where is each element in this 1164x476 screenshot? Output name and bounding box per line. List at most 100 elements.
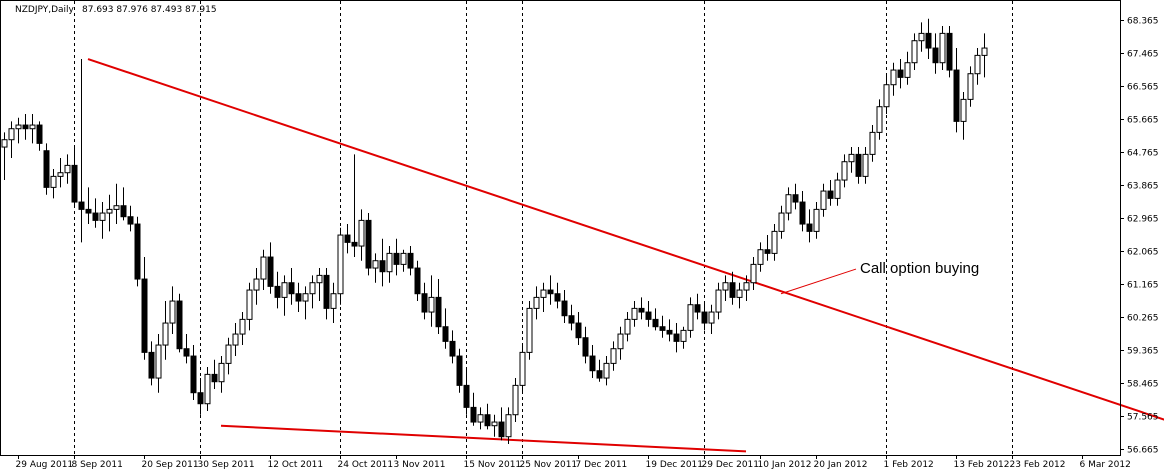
candle-body (785, 194, 792, 214)
annotation-layer: Call option buying (780, 260, 979, 295)
candle (183, 334, 190, 364)
candle (673, 323, 680, 353)
candle-body (288, 282, 295, 295)
candle (302, 286, 309, 320)
candle-body (750, 263, 757, 284)
candle-body (15, 124, 22, 130)
candle (99, 202, 106, 239)
candle (785, 187, 792, 221)
candle-body (127, 216, 134, 225)
candle (260, 249, 267, 291)
candle-body (197, 392, 204, 405)
candle-body (484, 414, 491, 427)
candle-body (603, 362, 610, 379)
y-tick-label: 62.965 (1127, 215, 1159, 225)
candle-body (666, 329, 673, 335)
candle-body (554, 293, 561, 302)
candle (855, 147, 862, 184)
y-tick-label: 67.465 (1127, 50, 1159, 60)
candle-body (169, 300, 176, 324)
candle-body (743, 282, 750, 291)
candle (778, 205, 785, 239)
x-tick-label: 24 Oct 2011 (338, 460, 394, 470)
candle (883, 73, 890, 115)
candle (141, 257, 148, 360)
candle (22, 114, 29, 140)
candle (624, 312, 631, 342)
candle (435, 279, 442, 335)
candle-body (680, 329, 687, 342)
x-tick-label: 20 Jan 2012 (814, 460, 868, 470)
candle-body (736, 289, 743, 298)
candle (442, 308, 449, 349)
candle (596, 359, 603, 382)
candle-body (645, 311, 652, 320)
candle (652, 308, 659, 331)
y-tick-label: 56.665 (1127, 446, 1159, 456)
candle-body (505, 414, 512, 438)
candle-body (631, 307, 638, 320)
candle-body (491, 421, 498, 427)
candle-body (260, 256, 267, 280)
candle (43, 143, 50, 195)
x-tick-label: 12 Oct 2011 (268, 460, 324, 470)
candle-body (337, 234, 344, 295)
candle (281, 275, 288, 316)
annotation-label: Call option buying (860, 260, 979, 277)
candle-body (71, 164, 78, 203)
candle (603, 356, 610, 386)
candle (694, 293, 701, 320)
candle-body (218, 362, 225, 383)
candle-body (449, 340, 456, 357)
candle (617, 326, 624, 360)
candle (554, 282, 561, 309)
candle (512, 378, 519, 423)
candle-body (365, 219, 372, 269)
candle-body (463, 384, 470, 408)
candle-body (428, 296, 435, 313)
candle-body (407, 252, 414, 269)
candle-body (162, 322, 169, 346)
candle (918, 22, 925, 52)
candle-body (904, 62, 911, 78)
candle (771, 224, 778, 261)
candle (309, 275, 316, 309)
candle (211, 359, 218, 390)
trendline (220, 424, 747, 453)
candle (939, 26, 946, 71)
candle (470, 392, 477, 426)
candle (78, 59, 85, 243)
candle (827, 180, 834, 206)
candle (498, 407, 505, 441)
candle (491, 414, 498, 437)
y-tick-label: 65.665 (1127, 116, 1159, 126)
candle (1, 132, 8, 181)
x-tick-label: 7 Dec 2011 (576, 460, 628, 470)
candle (799, 191, 806, 232)
candle (582, 326, 589, 364)
candle-body (974, 54, 981, 75)
candle (421, 282, 428, 320)
candle-body (792, 194, 799, 203)
candle (526, 301, 533, 360)
candle-layer (1, 18, 988, 445)
candle-body (1, 139, 8, 148)
candle (547, 275, 554, 305)
candle (92, 198, 99, 228)
candle-body (533, 296, 540, 309)
candle-body (295, 293, 302, 302)
candle (288, 268, 295, 305)
candle-body (911, 40, 918, 64)
candle-body (841, 161, 848, 181)
candle-body (421, 293, 428, 313)
candle (239, 312, 246, 346)
candle (792, 183, 799, 210)
candle-body (708, 311, 715, 324)
candle-body (204, 373, 211, 405)
x-tick-label: 20 Sep 2011 (142, 460, 199, 470)
candle (85, 187, 92, 225)
candle (400, 249, 407, 272)
candle (981, 33, 988, 78)
